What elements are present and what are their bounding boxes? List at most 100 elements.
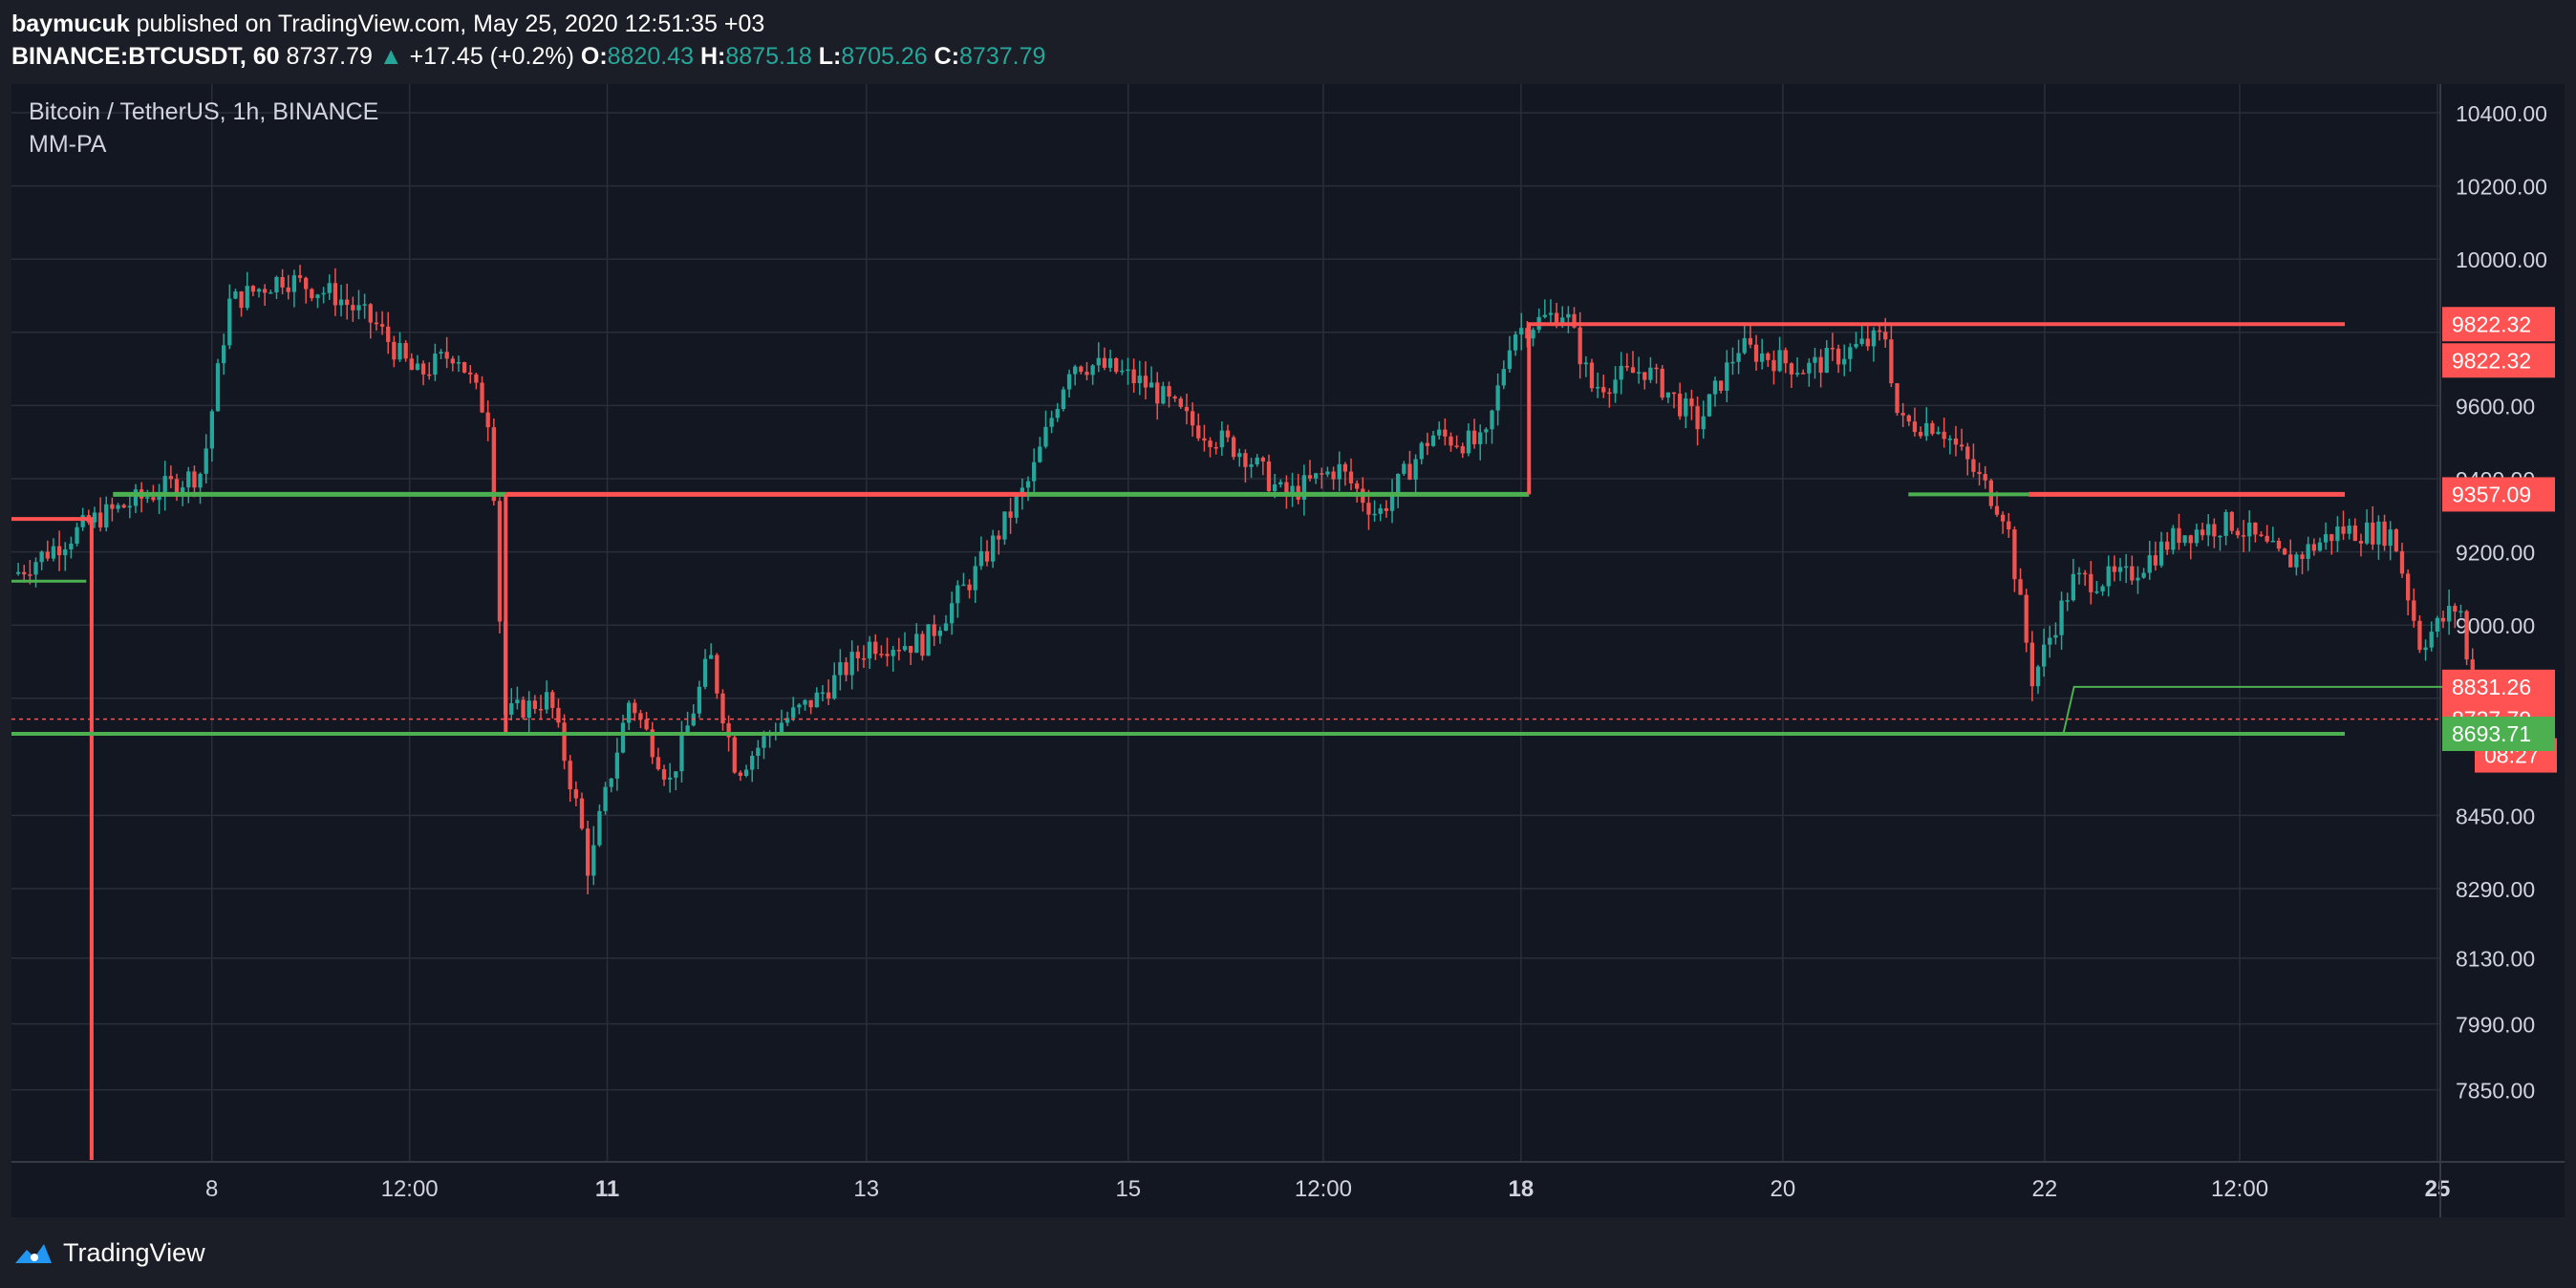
candle-body [2412,600,2416,621]
candle-body [991,535,996,562]
candle-body [1096,357,1101,366]
candle-body [204,448,208,474]
candle-body [321,292,326,295]
candle-body [2124,566,2129,569]
candle-body [1794,373,1800,375]
y-tick-label: 7850.00 [2456,1079,2535,1104]
header: baymucuk published on TradingView.com, M… [11,8,1045,73]
candle-body [368,304,373,323]
author[interactable]: baymucuk [11,11,130,37]
candle-body [2182,535,2187,544]
footer-brand[interactable]: TradingView [63,1237,205,1267]
candle-body [1249,464,1254,467]
candle-body [2165,541,2170,550]
candle-body [1396,473,1401,495]
x-tick-label: 20 [1771,1176,1796,1202]
candle-body [820,692,826,695]
candle-body [1859,338,1864,344]
candle-body [2071,573,2076,601]
candle-body [386,326,391,342]
candle-body [22,571,27,575]
candle-body [638,713,643,719]
candle-body [1213,446,1218,449]
candle-body [1601,387,1606,393]
candle-body [1107,358,1113,368]
candle-body [444,352,449,359]
candle-body [2136,577,2140,581]
candle-body [1942,431,1946,440]
candle-body [1807,362,1812,374]
candle-body [497,501,503,622]
candle-body [2089,573,2093,592]
candle-body [1055,408,1060,419]
candle-body [157,496,161,501]
candle-body [715,655,719,694]
price-chart[interactable]: 10400.0010200.0010000.009800.009600.0094… [11,84,2565,1217]
candle-body [1977,471,1982,475]
candle-body [1460,446,1465,454]
candle-body [174,479,180,496]
y-tick-label: 9600.00 [2456,394,2535,419]
candle-body [15,571,21,574]
candle-body [1237,453,1242,458]
candle-body [456,362,462,364]
candle-body [1531,330,1535,339]
y-tick-label: 9000.00 [2456,613,2535,638]
candle-body [1994,505,2000,515]
candle-body [1513,334,1518,351]
y-tick-label: 9200.00 [2456,541,2535,566]
candle-body [1906,415,1911,422]
candle-body [1889,339,1894,384]
candle-body [515,699,520,704]
candle-body [1038,446,1042,462]
candle-body [1871,330,1877,347]
candle-body [1930,422,1935,435]
level-red-early [11,517,94,1160]
candle-body [791,707,796,719]
price-label-bg [2442,343,2555,378]
up-arrow-icon: ▲ [378,43,403,70]
candle-body [2000,514,2006,522]
candle-body [579,798,585,829]
candle-body [397,342,402,360]
candle-body [1589,362,1595,389]
candle-body [644,719,649,730]
candle-body [1413,459,1418,480]
candle-body [1155,382,1160,404]
legend-indicator[interactable]: MM-PA [29,131,107,158]
candle-body [1202,438,1207,441]
candle-body [1278,482,1283,485]
candle-body [2053,634,2058,638]
candle-body [245,286,249,309]
candle-body [668,777,673,780]
candle-body [2200,529,2205,536]
candle-body [2317,542,2323,551]
candle-body [1983,474,1987,481]
candle-body [1355,483,1360,489]
candle-body [1384,507,1389,511]
candle-body [1137,376,1142,384]
legend-title: Bitcoin / TetherUS, 1h, BINANCE [29,98,379,125]
candle-body [920,633,925,656]
low-label: L: [818,43,842,70]
candle-body [738,772,743,776]
candle-body [1014,496,1019,518]
candle-body [1073,366,1078,375]
candle-body [1748,337,1753,345]
candle-body [2253,522,2258,535]
candle-body [1760,353,1765,362]
candle-body [1684,398,1688,417]
chart-frame[interactable]: 10400.0010200.0010000.009800.009600.0094… [11,84,2565,1217]
candle-body [867,641,872,659]
candle-body [415,363,420,371]
candle-body [1830,348,1835,350]
candle-body [526,700,531,719]
candle-body [538,708,544,711]
candle-body [1272,484,1277,491]
candle-body [420,363,426,375]
candle-body [439,352,443,354]
candle-body [702,658,708,687]
candle-body [949,603,955,624]
candle-body [1595,387,1600,389]
publish-line: baymucuk published on TradingView.com, M… [11,8,1045,40]
